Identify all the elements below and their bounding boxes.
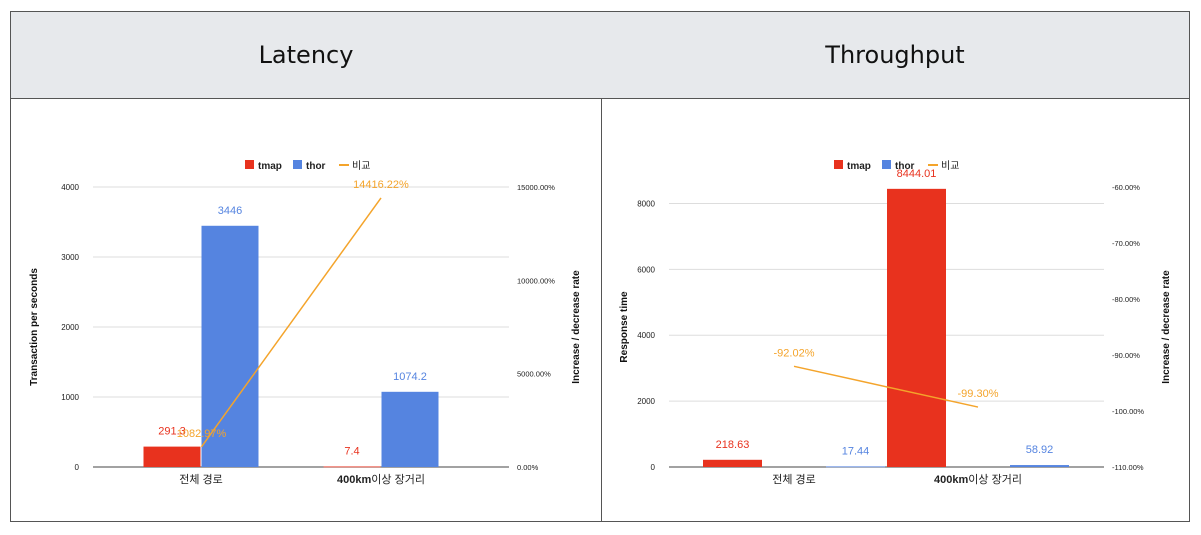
legend-swatch-tmap	[245, 160, 254, 169]
legend-label: tmap	[258, 161, 282, 172]
y-axis-title: Response time	[619, 291, 630, 363]
y2-tick-label: -90.00%	[1112, 351, 1140, 360]
compare-line	[793, 365, 979, 408]
throughput-header: Throughput	[601, 12, 1189, 99]
legend-label: thor	[895, 161, 915, 172]
y2-tick-label: 10000.00%	[517, 276, 555, 285]
y-tick-label: 2000	[61, 323, 79, 332]
category-label: 전체 경로	[772, 473, 816, 486]
data-label-tmap: 8444.01	[897, 168, 937, 180]
bar-thor	[1010, 465, 1069, 467]
y-tick-label: 2000	[637, 397, 655, 406]
bar-tmap	[323, 466, 381, 468]
category-label: 400km이상 장거리	[337, 473, 425, 486]
y2-tick-label: -100.00%	[1112, 407, 1144, 416]
latency-column: Latency 0 1000 2000 3000 4000 0.00% 5000.00% 10…	[11, 12, 602, 521]
y2-tick-label: -80.00%	[1112, 295, 1140, 304]
y-tick-label: 6000	[637, 265, 655, 274]
bar-thor	[826, 466, 885, 468]
y-tick-label: 1000	[61, 393, 79, 402]
y2-tick-label: 15000.00%	[517, 183, 555, 192]
latency-chart: 0 1000 2000 3000 4000 0.00% 5000.00% 10000.00% 1…	[29, 160, 582, 486]
comparison-table: Latency 0 1000 2000 3000 4000 0.00% 5000.00% 10…	[10, 11, 1190, 522]
y2-tick-label: -70.00%	[1112, 239, 1140, 248]
y2-tick-label: -110.00%	[1112, 463, 1144, 472]
category-label: 전체 경로	[179, 473, 223, 486]
y2-tick-label: -60.00%	[1112, 183, 1140, 192]
compare-label: -99.30%	[958, 388, 999, 400]
compare-line	[200, 197, 382, 448]
legend-swatch-thor	[293, 160, 302, 169]
throughput-chart-area: 0 2000 4000 6000 8000 -110.00% -100.00% -90.00%…	[601, 99, 1189, 521]
data-label-thor: 58.92	[1026, 444, 1054, 456]
bar-tmap	[887, 188, 946, 468]
bar-thor	[381, 391, 439, 467]
throughput-column: Throughput 0 2000 4000 6000 8000 -110.00% -100…	[601, 12, 1189, 521]
data-label-tmap: 218.63	[716, 439, 750, 451]
legend-label: 비교	[941, 160, 959, 172]
bar-tmap	[703, 459, 762, 467]
throughput-chart: 0 2000 4000 6000 8000 -110.00% -100.00% -90.00%…	[619, 160, 1172, 486]
y-tick-label: 8000	[637, 199, 655, 208]
y-tick-label: 0	[75, 463, 80, 472]
data-label-thor: 1074.2	[393, 371, 427, 383]
y-axis-title: Transaction per seconds	[29, 268, 40, 386]
category-label: 400km이상 장거리	[934, 473, 1022, 486]
y2-tick-label: 0.00%	[517, 463, 539, 472]
compare-label: 14416.22%	[353, 179, 409, 191]
legend-label: thor	[306, 161, 326, 172]
y-tick-label: 4000	[637, 331, 655, 340]
data-label-thor: 3446	[218, 205, 242, 217]
latency-header: Latency	[11, 12, 601, 99]
legend-swatch-thor	[882, 160, 891, 169]
compare-label: 1082.97%	[177, 428, 227, 440]
data-label-tmap: 291.3	[158, 426, 186, 438]
compare-label: -92.02%	[774, 347, 815, 359]
bar-thor	[201, 225, 259, 467]
y-tick-label: 0	[651, 463, 656, 472]
y2-axis-title: Increase / decrease rate	[571, 270, 582, 384]
y2-tick-label: 5000.00%	[517, 370, 551, 379]
bar-tmap	[143, 446, 201, 467]
data-label-tmap: 7.4	[344, 445, 359, 457]
y-tick-label: 4000	[61, 183, 79, 192]
legend-label: tmap	[847, 161, 871, 172]
legend-swatch-tmap	[834, 160, 843, 169]
latency-chart-area: 0 1000 2000 3000 4000 0.00% 5000.00% 10000.00% 1…	[11, 99, 601, 521]
legend-label: 비교	[352, 160, 370, 172]
y-tick-label: 3000	[61, 253, 79, 262]
y2-axis-title: Increase / decrease rate	[1161, 270, 1172, 384]
data-label-thor: 17.44	[842, 445, 870, 457]
